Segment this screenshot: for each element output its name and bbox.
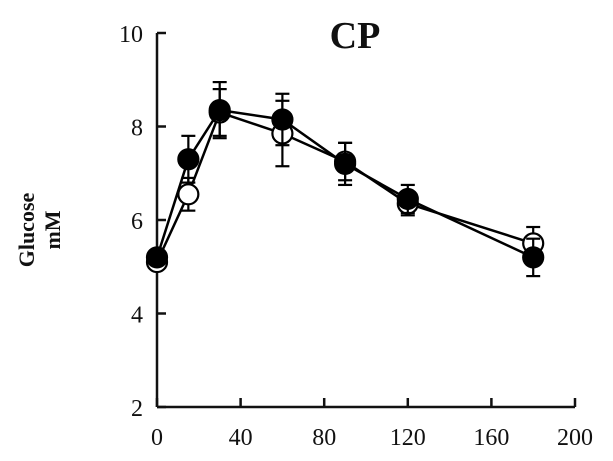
x-tick-label-40: 40 (229, 425, 253, 451)
x-tick-label-120: 120 (390, 425, 426, 451)
y-tick-label-2: 2 (131, 396, 143, 422)
y-tick-label-6: 6 (131, 209, 143, 235)
series-0-point-2 (208, 99, 231, 122)
series-0-point-4 (334, 152, 357, 175)
series-0-point-6 (522, 246, 545, 269)
x-tick-label-160: 160 (473, 425, 509, 451)
x-tick-label-80: 80 (312, 425, 336, 451)
y-axis-label-line-1: Glucose (14, 192, 39, 267)
series-0-filled-circle (145, 80, 545, 278)
chart-title: CP (330, 15, 381, 57)
series-0-point-0 (145, 246, 169, 269)
y-tick-label-4: 4 (131, 303, 143, 329)
series-layer (145, 80, 545, 278)
ticks: 2 4 6 8 10 0 40 80 120 160 200 (119, 22, 593, 451)
series-0-point-5 (396, 187, 419, 211)
series-1-point-1 (177, 183, 200, 206)
series-0-point-3 (271, 108, 294, 131)
y-tick-label-10: 10 (119, 22, 143, 48)
y-axis-label-line-2: mM (40, 210, 65, 249)
y-tick-label-8: 8 (131, 116, 143, 142)
x-tick-label-0: 0 (151, 425, 163, 451)
y-axis-label: Glucose mM (14, 192, 65, 267)
series-0-point-1 (177, 148, 200, 171)
x-tick-label-200: 200 (557, 425, 593, 451)
